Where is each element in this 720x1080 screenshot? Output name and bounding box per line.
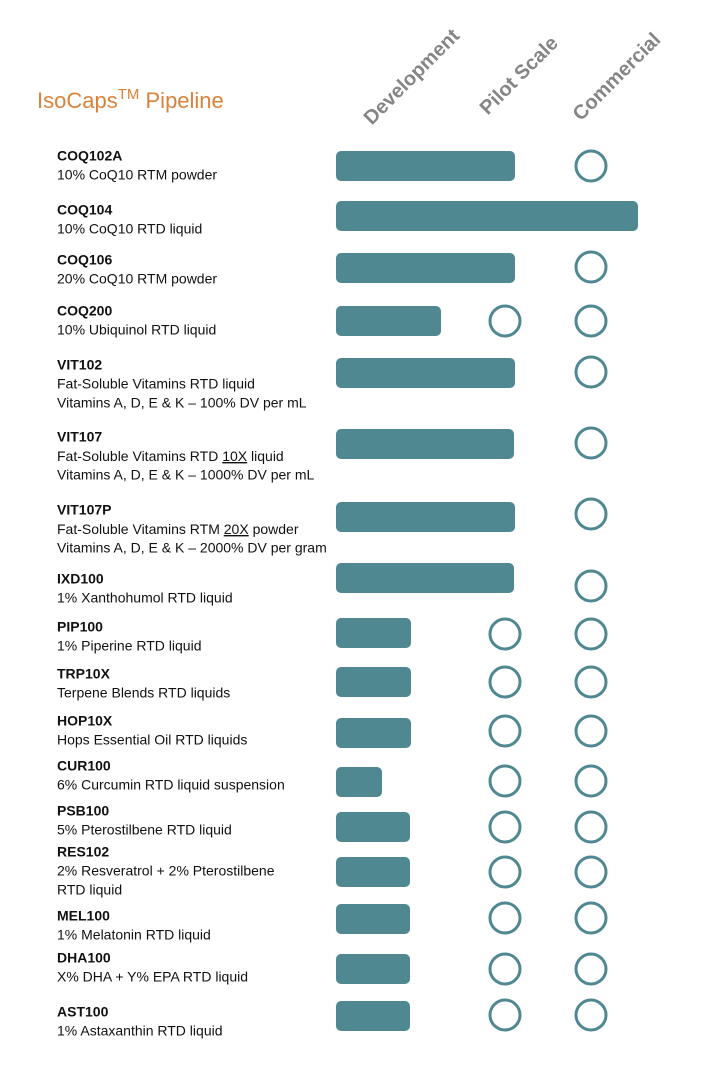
product-code: RES102 (57, 844, 109, 860)
pilot-marker (488, 714, 522, 748)
product-code: MEL100 (57, 908, 110, 924)
product-description: Vitamins A, D, E & K – 2000% DV per gram (57, 540, 327, 556)
product-code: IXD100 (57, 571, 104, 587)
commercial-marker (574, 426, 608, 460)
title-name: IsoCaps (37, 88, 118, 113)
commercial-marker (574, 617, 608, 651)
pilot-marker (488, 617, 522, 651)
commercial-marker (574, 764, 608, 798)
text-part: 20X (224, 521, 250, 537)
product-description: Vitamins A, D, E & K – 1000% DV per mL (57, 467, 315, 483)
product-description: 10% CoQ10 RTD liquid (57, 221, 202, 237)
commercial-marker (574, 149, 608, 183)
progress-bar (336, 812, 410, 842)
title: IsoCapsTM Pipeline (37, 86, 224, 113)
pilot-marker (488, 810, 522, 844)
pilot-marker (488, 952, 522, 986)
pilot-marker (488, 304, 522, 338)
commercial-marker (574, 901, 608, 935)
product-description: 20% CoQ10 RTM powder (57, 271, 217, 287)
progress-bar (336, 904, 410, 934)
product-description: 1% Astaxanthin RTD liquid (57, 1023, 223, 1039)
commercial-marker (574, 304, 608, 338)
progress-bar (336, 954, 410, 984)
commercial-marker (574, 952, 608, 986)
product-description: 1% Xanthohumol RTD liquid (57, 590, 233, 606)
text-part: Fat-Soluble Vitamins RTD (57, 448, 222, 464)
progress-bar (336, 1001, 410, 1031)
title-suffix: Pipeline (139, 88, 223, 113)
product-code: AST100 (57, 1004, 109, 1020)
title-mark: TM (118, 86, 140, 103)
commercial-marker (574, 250, 608, 284)
product-code: DHA100 (57, 950, 111, 966)
text-part: liquid (247, 448, 284, 464)
pilot-marker (488, 998, 522, 1032)
product-code: CUR100 (57, 758, 111, 774)
progress-bar (336, 502, 515, 532)
product-code: VIT107 (57, 429, 102, 445)
product-code: TRP10X (57, 666, 111, 682)
progress-bar (336, 201, 638, 231)
commercial-marker (574, 355, 608, 389)
progress-bar (336, 253, 515, 283)
product-code: COQ200 (57, 303, 112, 319)
product-description: 5% Pterostilbene RTD liquid (57, 822, 232, 838)
product-description: 1% Piperine RTD liquid (57, 638, 201, 654)
pilot-marker (488, 855, 522, 889)
pilot-marker (488, 764, 522, 798)
progress-bar (336, 151, 515, 181)
stage-header: Commercial (569, 29, 666, 126)
product-code: VIT102 (57, 357, 102, 373)
progress-bar (336, 429, 514, 459)
text-part: Fat-Soluble Vitamins RTM (57, 521, 224, 537)
product-description: Terpene Blends RTD liquids (57, 685, 230, 701)
product-description: Fat-Soluble Vitamins RTM 20X powder (57, 521, 299, 537)
progress-bar (336, 857, 410, 887)
product-description: RTD liquid (57, 882, 122, 898)
commercial-marker (574, 855, 608, 889)
progress-bar (336, 306, 441, 336)
product-code: COQ106 (57, 252, 112, 268)
text-part: powder (249, 521, 299, 537)
progress-bar (336, 667, 411, 697)
progress-bar (336, 718, 411, 748)
product-description: 10% Ubiquinol RTD liquid (57, 322, 216, 338)
product-code: PIP100 (57, 619, 103, 635)
commercial-marker (574, 998, 608, 1032)
progress-bar (336, 563, 514, 593)
progress-bar (336, 618, 411, 648)
product-code: HOP10X (57, 713, 113, 729)
product-description: 2% Resveratrol + 2% Pterostilbene (57, 863, 275, 879)
pilot-marker (488, 665, 522, 699)
product-description: Fat-Soluble Vitamins RTD 10X liquid (57, 448, 284, 464)
progress-bar (336, 358, 515, 388)
product-description: 6% Curcumin RTD liquid suspension (57, 777, 285, 793)
product-code: PSB100 (57, 803, 109, 819)
stage-header: Development (360, 25, 465, 130)
product-description: X% DHA + Y% EPA RTD liquid (57, 969, 248, 985)
commercial-marker (574, 714, 608, 748)
stage-header: Pilot Scale (476, 32, 563, 119)
product-description: 10% CoQ10 RTM powder (57, 167, 217, 183)
commercial-marker (574, 810, 608, 844)
pilot-marker (488, 901, 522, 935)
progress-bar (336, 767, 382, 797)
product-code: VIT107P (57, 502, 111, 518)
commercial-marker (574, 665, 608, 699)
product-code: COQ102A (57, 148, 122, 164)
product-description: Vitamins A, D, E & K – 100% DV per mL (57, 395, 307, 411)
product-description: 1% Melatonin RTD liquid (57, 927, 211, 943)
text-part: 10X (222, 448, 248, 464)
commercial-marker (574, 497, 608, 531)
product-description: Hops Essential Oil RTD liquids (57, 732, 247, 748)
product-description: Fat-Soluble Vitamins RTD liquid (57, 376, 255, 392)
commercial-marker (574, 569, 608, 603)
product-code: COQ104 (57, 202, 112, 218)
